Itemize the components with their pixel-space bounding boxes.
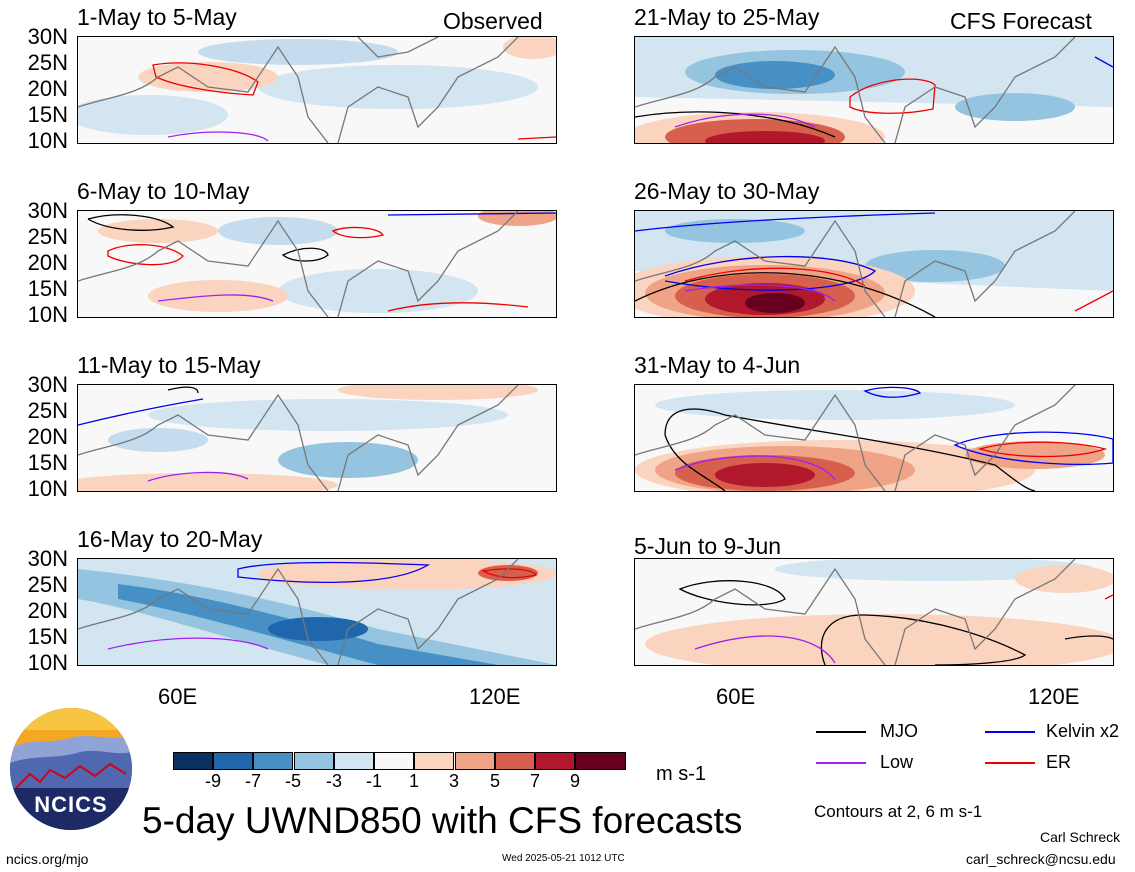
lat-label: 30N xyxy=(27,198,68,223)
contour-note: Contours at 2, 6 m s-1 xyxy=(814,802,983,821)
colorbar-swatch xyxy=(414,752,454,770)
legend-label: MJO xyxy=(880,721,918,741)
ncics-logo: NCICS xyxy=(10,708,132,830)
footer-url[interactable]: ncics.org/mjo xyxy=(6,851,89,867)
lat-label: 25N xyxy=(27,398,68,423)
panel-title: 11-May to 15-May xyxy=(77,352,261,378)
lat-label: 20N xyxy=(27,598,68,623)
panel-title: 21-May to 25-May xyxy=(634,4,820,30)
main-title: 5-day UWND850 with CFS forecasts xyxy=(142,800,743,841)
panel-title: 16-May to 20-May xyxy=(77,526,263,552)
panel-title: 6-May to 10-May xyxy=(77,178,250,204)
legend-label: Low xyxy=(880,752,914,772)
colorbar-tick-label: -7 xyxy=(244,771,261,791)
logo-text: NCICS xyxy=(34,792,108,817)
panel-title: 5-Jun to 9-Jun xyxy=(634,533,782,559)
map-panel-3 xyxy=(77,384,557,492)
colorbar-swatch xyxy=(495,752,535,770)
map-panel-5 xyxy=(634,36,1114,144)
colorbar-swatch xyxy=(294,752,334,770)
map-panel-4 xyxy=(77,558,557,666)
map-panel-1 xyxy=(77,36,557,144)
colorbar-swatch xyxy=(455,752,495,770)
colorbar-tick-label: 7 xyxy=(529,771,540,791)
colorbar-tick-label: 5 xyxy=(489,771,500,791)
colorbar-swatch xyxy=(173,752,213,770)
colorbar-tick-label: 1 xyxy=(408,771,419,791)
colorbar-unit: m s-1 xyxy=(656,763,706,785)
lon-label: 60E xyxy=(716,684,756,709)
panel-title: 26-May to 30-May xyxy=(634,178,820,204)
panel-label-cfs-forecast: CFS Forecast xyxy=(950,8,1092,34)
lat-label: 20N xyxy=(27,424,68,449)
colorbar-tick-label: -5 xyxy=(284,771,301,791)
map-panel-8 xyxy=(634,558,1114,666)
lat-label: 10N xyxy=(27,650,68,675)
colorbar-swatch xyxy=(535,752,575,770)
lat-label: 30N xyxy=(27,546,68,571)
lat-label: 10N xyxy=(27,128,68,153)
lat-label: 15N xyxy=(27,102,68,127)
footer-timestamp: Wed 2025-05-21 1012 UTC xyxy=(502,853,625,864)
colorbar-tick-label: 9 xyxy=(569,771,580,791)
lon-label: 120E xyxy=(1028,684,1080,709)
footer-email[interactable]: carl_schreck@ncsu.edu xyxy=(966,851,1116,867)
map-panel-7 xyxy=(634,384,1114,492)
map-panel-6 xyxy=(634,210,1114,318)
lat-label: 15N xyxy=(27,450,68,475)
colorbar-swatch xyxy=(253,752,293,770)
colorbar-swatch xyxy=(575,752,626,770)
panel-title: 31-May to 4-Jun xyxy=(634,352,801,378)
colorbar-tick-label: -3 xyxy=(325,771,342,791)
lat-label: 15N xyxy=(27,276,68,301)
colorbar-swatch xyxy=(374,752,414,770)
legend-swatch-er xyxy=(985,762,1035,764)
panel-title: 1-May to 5-May xyxy=(77,4,237,30)
lon-label: 60E xyxy=(158,684,198,709)
lat-label: 25N xyxy=(27,50,68,75)
map-panel-2 xyxy=(77,210,557,318)
colorbar-tick-label: -9 xyxy=(204,771,221,791)
legend-label: Kelvin x2 xyxy=(1046,721,1120,741)
colorbar-tick-label: 3 xyxy=(448,771,459,791)
legend-swatch-mjo xyxy=(816,731,866,733)
legend-label: ER xyxy=(1046,752,1072,772)
lat-label: 10N xyxy=(27,476,68,501)
lat-label: 10N xyxy=(27,302,68,327)
colorbar-swatch xyxy=(213,752,253,770)
legend-swatch-low xyxy=(816,762,866,764)
lat-label: 30N xyxy=(27,24,68,49)
lat-label: 15N xyxy=(27,624,68,649)
lat-label: 25N xyxy=(27,572,68,597)
lat-label: 30N xyxy=(27,372,68,397)
colorbar-tick-label: -1 xyxy=(365,771,382,791)
footer-author: Carl Schreck xyxy=(1040,829,1121,845)
lat-label: 20N xyxy=(27,76,68,101)
lon-label: 120E xyxy=(469,684,521,709)
lat-label: 25N xyxy=(27,224,68,249)
panel-label-observed: Observed xyxy=(443,8,543,34)
lat-label: 20N xyxy=(27,250,68,275)
legend-swatch-kelvin xyxy=(985,731,1035,733)
colorbar-swatch xyxy=(334,752,374,770)
